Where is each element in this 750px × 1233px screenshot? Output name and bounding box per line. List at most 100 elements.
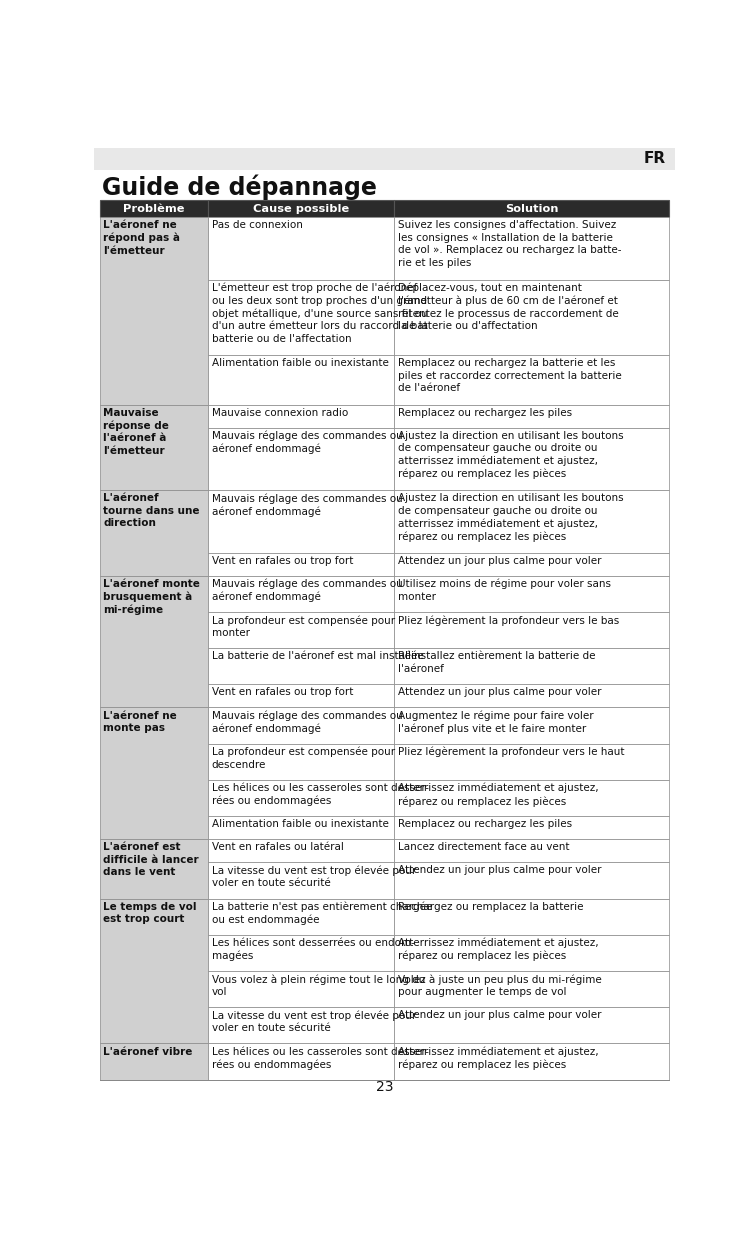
Bar xyxy=(100,217,208,404)
Text: Pas de connexion: Pas de connexion xyxy=(211,221,302,231)
Bar xyxy=(394,404,669,428)
Bar xyxy=(209,1007,394,1043)
Bar xyxy=(209,280,394,355)
Bar xyxy=(209,816,394,840)
Text: Vous volez à plein régime tout le long du
vol: Vous volez à plein régime tout le long d… xyxy=(211,974,425,997)
Bar xyxy=(100,899,208,1043)
Bar xyxy=(394,280,669,355)
Text: La batterie de l'aéronef est mal installée: La batterie de l'aéronef est mal install… xyxy=(211,651,423,661)
Bar xyxy=(394,816,669,840)
Bar xyxy=(394,935,669,972)
Bar xyxy=(100,708,208,840)
Bar xyxy=(394,428,669,491)
Bar xyxy=(394,899,669,935)
Text: Alimentation faible ou inexistante: Alimentation faible ou inexistante xyxy=(211,819,388,830)
Bar xyxy=(394,355,669,404)
Text: Attendez un jour plus calme pour voler: Attendez un jour plus calme pour voler xyxy=(398,688,601,698)
Text: Les hélices sont desserrées ou endom-
magées: Les hélices sont desserrées ou endom- ma… xyxy=(211,938,415,961)
Bar xyxy=(394,708,669,743)
Text: Lancez directement face au vent: Lancez directement face au vent xyxy=(398,842,569,852)
Bar xyxy=(209,404,394,428)
Text: Augmentez le régime pour faire voler
l'aéronef plus vite et le faire monter: Augmentez le régime pour faire voler l'a… xyxy=(398,710,593,734)
Bar xyxy=(209,649,394,684)
Bar xyxy=(94,148,675,169)
Bar xyxy=(209,899,394,935)
Text: La vitesse du vent est trop élevée pour
voler en toute sécurité: La vitesse du vent est trop élevée pour … xyxy=(211,866,416,888)
Text: L'aéronef vibre: L'aéronef vibre xyxy=(103,1047,193,1057)
Bar xyxy=(209,428,394,491)
Text: La batterie n'est pas entièrement chargée
ou est endommagée: La batterie n'est pas entièrement chargé… xyxy=(211,901,432,925)
Bar xyxy=(209,708,394,743)
Bar xyxy=(209,972,394,1007)
Text: Vent en rafales ou latéral: Vent en rafales ou latéral xyxy=(211,842,344,852)
Text: Guide de dépannage: Guide de dépannage xyxy=(101,175,376,201)
Bar xyxy=(100,1043,208,1080)
Text: L'aéronef est
difficile à lancer
dans le vent: L'aéronef est difficile à lancer dans le… xyxy=(103,842,199,877)
Bar xyxy=(209,684,394,708)
Text: Mauvaise connexion radio: Mauvaise connexion radio xyxy=(211,408,348,418)
Bar xyxy=(394,552,669,576)
Bar xyxy=(394,684,669,708)
Bar xyxy=(394,576,669,612)
Text: Solution: Solution xyxy=(505,203,558,213)
Text: L'aéronef ne
répond pas à
l'émetteur: L'aéronef ne répond pas à l'émetteur xyxy=(103,221,180,255)
Text: La profondeur est compensée pour
descendre: La profondeur est compensée pour descend… xyxy=(211,747,394,769)
Bar xyxy=(394,840,669,862)
Bar xyxy=(394,649,669,684)
Bar xyxy=(394,491,669,552)
Text: L'émetteur est trop proche de l'aéronef
ou les deux sont trop proches d'un grand: L'émetteur est trop proche de l'aéronef … xyxy=(211,282,427,344)
Bar xyxy=(209,840,394,862)
Text: Réinstallez entièrement la batterie de
l'aéronef: Réinstallez entièrement la batterie de l… xyxy=(398,651,595,673)
Text: Pliez légèrement la profondeur vers le bas: Pliez légèrement la profondeur vers le b… xyxy=(398,615,619,625)
Text: La profondeur est compensée pour
monter: La profondeur est compensée pour monter xyxy=(211,615,394,637)
Bar xyxy=(100,404,208,491)
Text: Cause possible: Cause possible xyxy=(254,203,350,213)
Text: Mauvais réglage des commandes ou
aéronef endommagé: Mauvais réglage des commandes ou aéronef… xyxy=(211,430,402,454)
Text: Le temps de vol
est trop court: Le temps de vol est trop court xyxy=(103,901,196,924)
Bar xyxy=(394,972,669,1007)
Text: Atterrissez immédiatement et ajustez,
réparez ou remplacez les pièces: Atterrissez immédiatement et ajustez, ré… xyxy=(398,783,598,806)
Bar xyxy=(209,217,394,280)
Text: Mauvais réglage des commandes ou
aéronef endommagé: Mauvais réglage des commandes ou aéronef… xyxy=(211,493,402,517)
Bar xyxy=(209,780,394,816)
Bar xyxy=(100,576,208,708)
Text: Les hélices ou les casseroles sont desser-
rées ou endommagées: Les hélices ou les casseroles sont desse… xyxy=(211,1047,428,1069)
Text: Utilisez moins de régime pour voler sans
monter: Utilisez moins de régime pour voler sans… xyxy=(398,578,610,602)
Text: Vent en rafales ou trop fort: Vent en rafales ou trop fort xyxy=(211,556,353,566)
Text: Attendez un jour plus calme pour voler: Attendez un jour plus calme pour voler xyxy=(398,866,601,875)
Text: Les hélices ou les casseroles sont desser-
rées ou endommagées: Les hélices ou les casseroles sont desse… xyxy=(211,783,428,806)
Text: Atterrissez immédiatement et ajustez,
réparez ou remplacez les pièces: Atterrissez immédiatement et ajustez, ré… xyxy=(398,1047,598,1070)
Bar xyxy=(394,217,669,280)
Text: Problème: Problème xyxy=(124,203,185,213)
Bar xyxy=(394,743,669,780)
Text: L'aéronef monte
brusquement à
mi-régime: L'aéronef monte brusquement à mi-régime xyxy=(103,578,200,615)
Text: Attendez un jour plus calme pour voler: Attendez un jour plus calme pour voler xyxy=(398,1010,601,1020)
Bar xyxy=(209,491,394,552)
Text: Suivez les consignes d'affectation. Suivez
les consignes « Installation de la ba: Suivez les consignes d'affectation. Suiv… xyxy=(398,221,621,268)
Text: Atterrissez immédiatement et ajustez,
réparez ou remplacez les pièces: Atterrissez immédiatement et ajustez, ré… xyxy=(398,938,598,962)
Text: Volez à juste un peu plus du mi-régime
pour augmenter le temps de vol: Volez à juste un peu plus du mi-régime p… xyxy=(398,974,602,997)
Bar xyxy=(394,780,669,816)
Bar xyxy=(209,552,394,576)
Bar xyxy=(209,576,394,612)
Bar xyxy=(394,1043,669,1080)
Bar xyxy=(209,355,394,404)
Text: L'aéronef
tourne dans une
direction: L'aéronef tourne dans une direction xyxy=(103,493,200,528)
Text: Alimentation faible ou inexistante: Alimentation faible ou inexistante xyxy=(211,359,388,369)
Text: Ajustez la direction en utilisant les boutons
de compensateur gauche ou droite o: Ajustez la direction en utilisant les bo… xyxy=(398,430,623,480)
Text: 23: 23 xyxy=(376,1080,393,1095)
Bar xyxy=(394,200,669,217)
Text: Mauvais réglage des commandes ou
aéronef endommagé: Mauvais réglage des commandes ou aéronef… xyxy=(211,578,402,603)
Text: Vent en rafales ou trop fort: Vent en rafales ou trop fort xyxy=(211,688,353,698)
Bar xyxy=(100,840,208,899)
Bar xyxy=(100,200,208,217)
Bar xyxy=(209,862,394,899)
Text: Déplacez-vous, tout en maintenant
l'émetteur à plus de 60 cm de l'aéronef et
ret: Déplacez-vous, tout en maintenant l'émet… xyxy=(398,282,618,332)
Text: Remplacez ou rechargez les piles: Remplacez ou rechargez les piles xyxy=(398,819,572,830)
Bar xyxy=(394,1007,669,1043)
Bar xyxy=(394,612,669,649)
Bar xyxy=(394,862,669,899)
Text: Rechargez ou remplacez la batterie: Rechargez ou remplacez la batterie xyxy=(398,901,583,911)
Bar xyxy=(100,491,208,576)
Bar xyxy=(209,743,394,780)
